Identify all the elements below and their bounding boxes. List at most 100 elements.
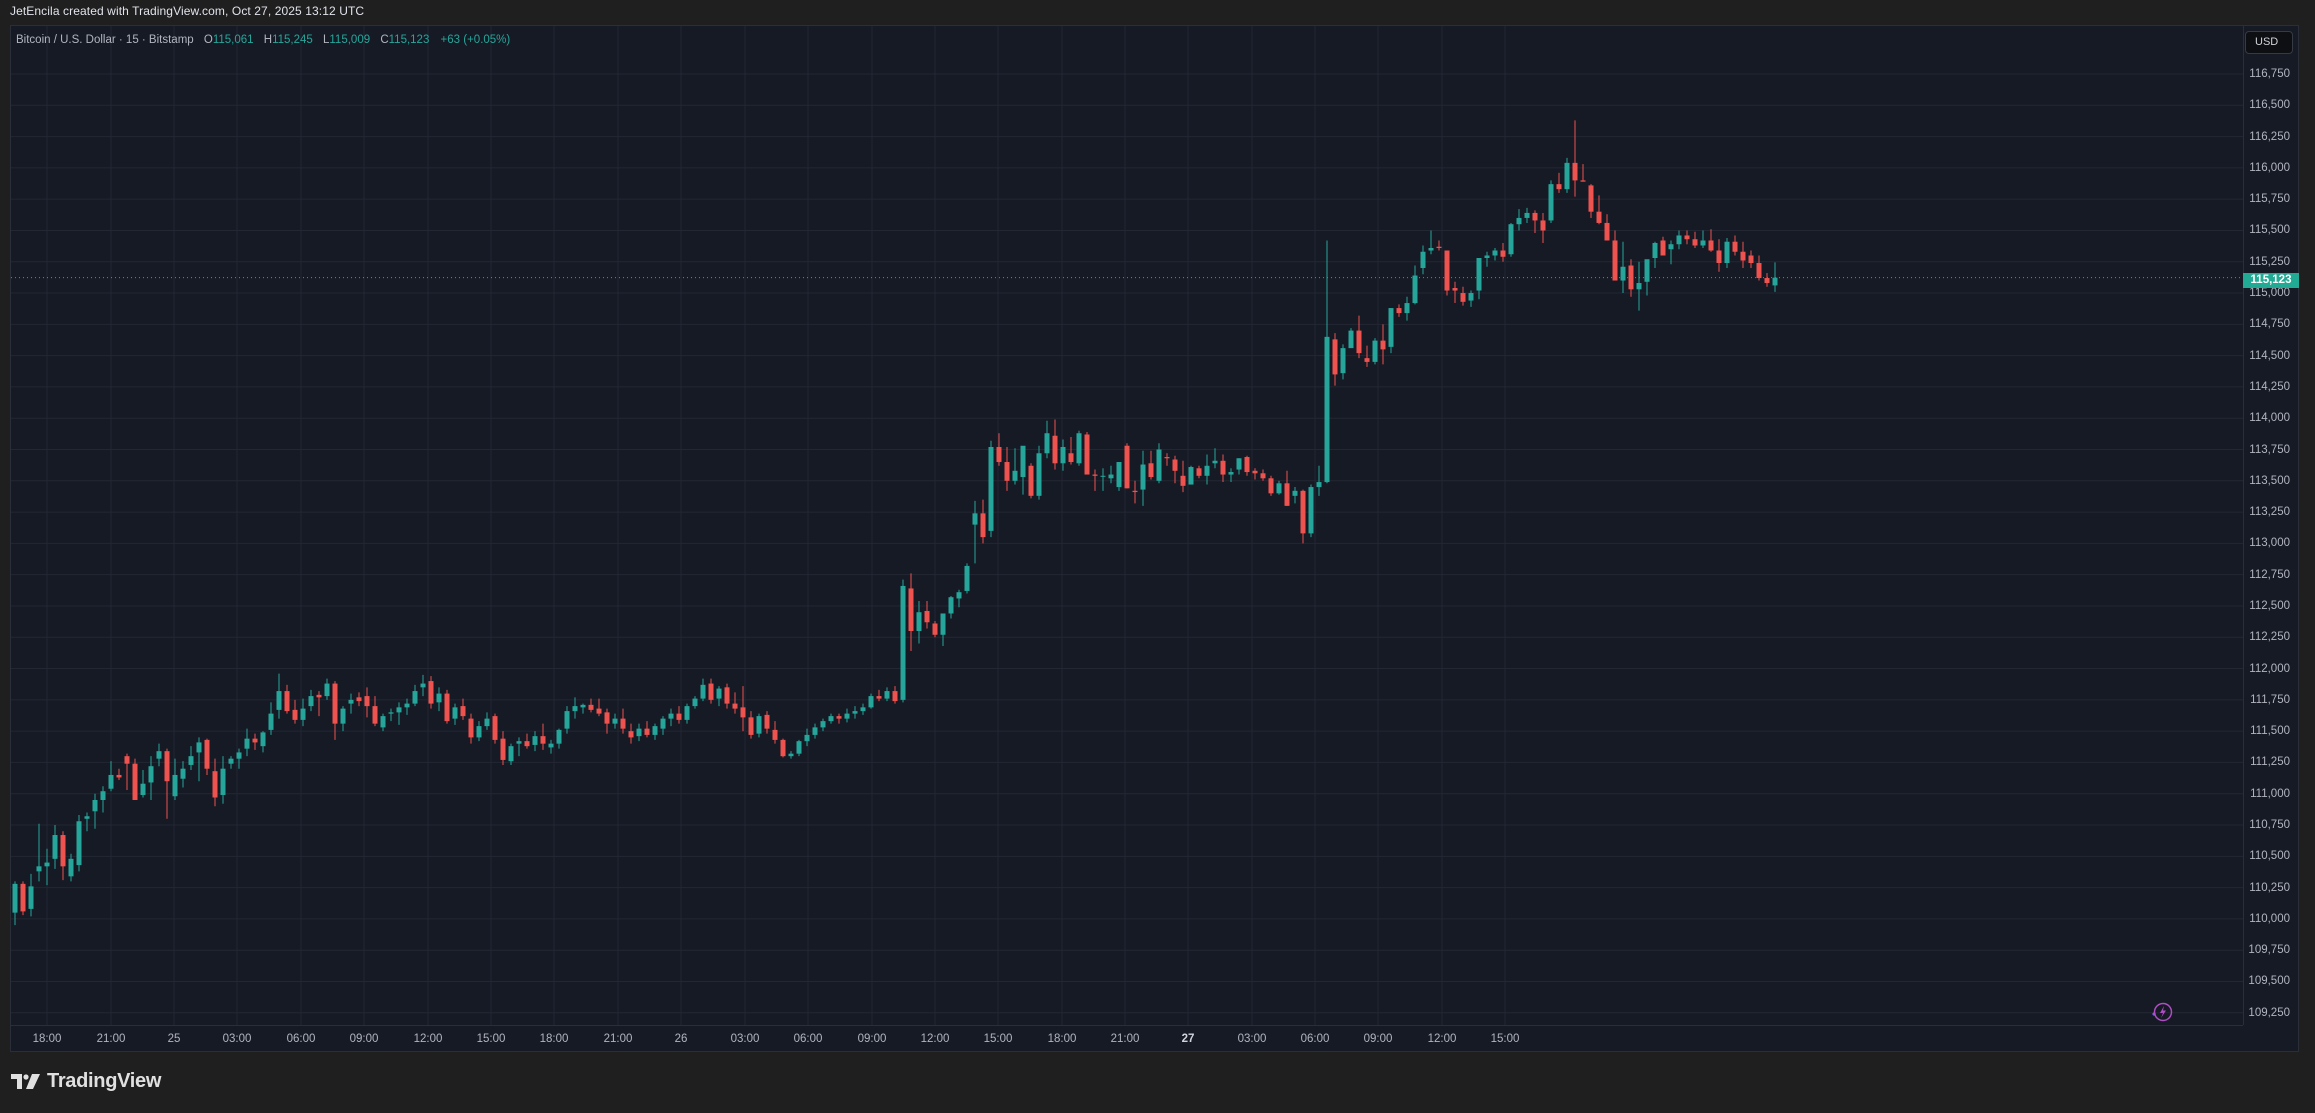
candle-body	[1020, 445, 1026, 478]
candle-body	[332, 683, 338, 724]
price-tick-label: 111,250	[2250, 756, 2290, 769]
candle-body	[252, 738, 258, 743]
candle-body	[1748, 255, 1754, 264]
candle-body	[76, 821, 82, 866]
candle-body	[980, 513, 986, 538]
candle-body	[892, 691, 898, 702]
price-tick-label: 116,000	[2249, 161, 2290, 174]
candle-body	[140, 783, 146, 795]
candle-body	[300, 708, 306, 720]
candle-body	[452, 707, 458, 719]
candle-body	[1676, 235, 1682, 245]
symbol-name[interactable]: Bitcoin / U.S. Dollar · 15 · Bitstamp	[16, 34, 194, 46]
candle-body	[268, 713, 274, 730]
price-tick-label: 114,000	[2249, 412, 2290, 425]
candle-body	[924, 610, 930, 623]
candle-body	[516, 741, 522, 744]
candle-body	[1068, 453, 1074, 463]
candle-body	[484, 718, 490, 727]
candle-body	[812, 727, 818, 735]
tradingview-logo-icon	[11, 1073, 40, 1089]
candle-body	[52, 835, 58, 859]
time-tick-label: 21:00	[603, 1033, 633, 1045]
price-axis[interactable]: 116,750 116,500 116,250 116,000 115,750 115,5…	[2243, 26, 2300, 1025]
candle-body	[964, 565, 970, 591]
candle-body	[1724, 241, 1730, 264]
candle-body	[1548, 184, 1554, 221]
candle-body	[1148, 463, 1154, 478]
candle-body	[1364, 358, 1370, 362]
candle-body	[68, 858, 74, 877]
time-tick-label: 27	[1181, 1033, 1195, 1045]
candle-body	[1708, 240, 1714, 251]
candle-body	[1260, 473, 1266, 479]
candle-body	[620, 718, 626, 729]
candle-body	[348, 699, 354, 704]
candle-body	[220, 768, 226, 795]
candle-body	[548, 743, 554, 748]
price-tick-label: 111,000	[2250, 787, 2290, 800]
candle-body	[1436, 246, 1442, 248]
candle-body	[764, 714, 770, 729]
time-tick-label: 06:00	[1300, 1033, 1330, 1045]
candle-body	[1740, 251, 1746, 261]
candle-body	[820, 721, 826, 728]
candle-body	[12, 883, 18, 913]
price-tick-label: 115,250	[2249, 255, 2290, 268]
candle-body	[804, 734, 810, 742]
candle-body	[716, 688, 722, 699]
price-tick-label: 111,750	[2250, 693, 2290, 706]
time-tick-label: 15:00	[1490, 1033, 1520, 1045]
tradingview-branding[interactable]: TradingView	[11, 1070, 161, 1093]
chart-credit: JetEncila created with TradingView.com, …	[10, 4, 365, 18]
candle-body	[588, 704, 594, 710]
candle-body	[36, 866, 42, 872]
candle-body	[1460, 293, 1466, 302]
candle-body	[1372, 340, 1378, 362]
price-tick-label: 110,500	[2249, 850, 2290, 863]
candle-body	[1404, 303, 1410, 314]
candle-body	[908, 588, 914, 632]
candle-body	[916, 612, 922, 632]
candle-body	[1012, 470, 1018, 481]
candle-body	[1044, 433, 1050, 454]
candle-body	[1268, 478, 1274, 494]
price-tick-label: 114,500	[2249, 349, 2290, 362]
candle-body	[1028, 465, 1034, 496]
open-label: O	[203, 34, 213, 46]
candle-body	[276, 691, 282, 710]
lightning-alert-icon[interactable]	[2146, 1002, 2176, 1029]
candle-body	[1204, 465, 1210, 476]
candle-body	[356, 697, 362, 702]
candle-body	[1700, 240, 1706, 246]
change-value: +63 (+0.05%)	[440, 34, 511, 46]
candle-body	[1452, 288, 1458, 291]
price-tick-label: 109,750	[2248, 944, 2290, 957]
time-tick-label: 09:00	[857, 1033, 887, 1045]
time-axis[interactable]: 18:00 21:00 25 03:00 06:00 09:00 12:00 15:00 18:…	[11, 1025, 2243, 1052]
candle-body	[788, 753, 794, 757]
candle-body	[316, 694, 322, 698]
price-tick-label: 115,500	[2249, 224, 2290, 237]
time-tick-label: 09:00	[1363, 1033, 1393, 1045]
candle-body	[876, 696, 882, 699]
chart-frame[interactable]	[10, 25, 2299, 1052]
price-tick-label: 113,500	[2249, 474, 2290, 487]
symbol-legend[interactable]: Bitcoin / U.S. Dollar · 15 · Bitstamp O1…	[16, 34, 510, 46]
candle-body	[668, 713, 674, 719]
candle-body	[244, 738, 250, 749]
candle-body	[1652, 242, 1658, 258]
candlestick-plot[interactable]	[11, 26, 2243, 1025]
candle-body	[1660, 240, 1666, 256]
time-tick-label: 03:00	[222, 1033, 252, 1045]
candle-body	[1180, 475, 1186, 486]
candle-body	[108, 774, 114, 789]
candle-body	[164, 751, 170, 782]
candle-body	[340, 708, 346, 724]
currency-button[interactable]: USD	[2245, 31, 2293, 54]
candle-body	[324, 683, 330, 697]
candle-body	[1764, 278, 1770, 284]
candle-body	[884, 691, 890, 699]
candle-body	[1772, 277, 1778, 286]
candle-body	[444, 693, 450, 722]
